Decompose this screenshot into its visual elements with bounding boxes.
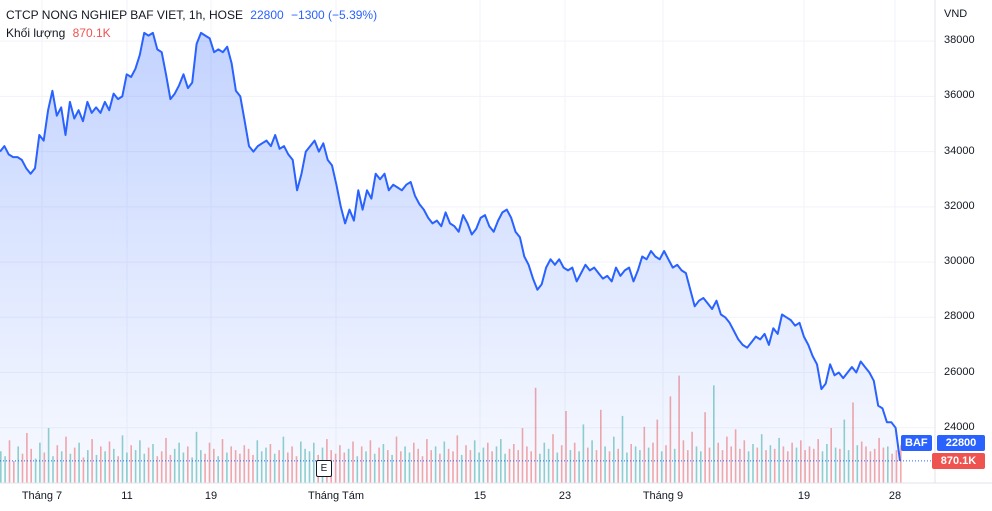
last-price-badge: 22800	[937, 435, 985, 451]
price-area	[0, 32, 900, 484]
x-tick-label: 11	[121, 490, 133, 502]
legend-volume-row: Khối lượng 870.1K	[6, 24, 377, 42]
y-tick-label: 30000	[944, 255, 975, 268]
x-tick-label: 28	[888, 490, 902, 502]
chart-legend: CTCP NONG NGHIEP BAF VIET, 1h, HOSE 2280…	[6, 6, 377, 42]
currency-label[interactable]: VND	[944, 8, 968, 20]
y-tick-label: 34000	[944, 144, 975, 157]
x-tick-label: 19	[204, 490, 218, 502]
legend-price: 22800	[250, 8, 284, 22]
x-tick-label: 23	[558, 490, 572, 502]
y-tick-label: 26000	[944, 365, 975, 378]
legend-symbol[interactable]: CTCP NONG NGHIEP BAF VIET, 1h, HOSE	[6, 8, 243, 22]
x-tick-label: Tháng 7	[21, 490, 63, 502]
price-line	[0, 31, 901, 462]
x-tick-label: 15	[473, 490, 487, 502]
y-tick-label: 36000	[944, 89, 975, 102]
legend-volume-label[interactable]: Khối lượng	[6, 26, 66, 40]
y-tick-label: 32000	[944, 199, 975, 212]
y-tick-label: 24000	[944, 420, 975, 433]
y-tick-label: 28000	[944, 310, 975, 323]
x-tick-label: 19	[797, 490, 811, 502]
x-tick-label: Tháng Tám	[307, 490, 365, 502]
y-tick-label: 38000	[944, 34, 975, 47]
last-volume-badge: 870.1K	[932, 453, 985, 469]
legend-volume: 870.1K	[72, 26, 111, 40]
earnings-event-marker[interactable]: E	[316, 460, 332, 477]
volume-bar	[900, 445, 902, 483]
legend-change: −1300 (−5.39%)	[291, 8, 378, 22]
symbol-badge: BAF	[901, 435, 932, 451]
x-tick-label: Tháng 9	[642, 490, 684, 502]
legend-symbol-row: CTCP NONG NGHIEP BAF VIET, 1h, HOSE 2280…	[6, 6, 377, 24]
